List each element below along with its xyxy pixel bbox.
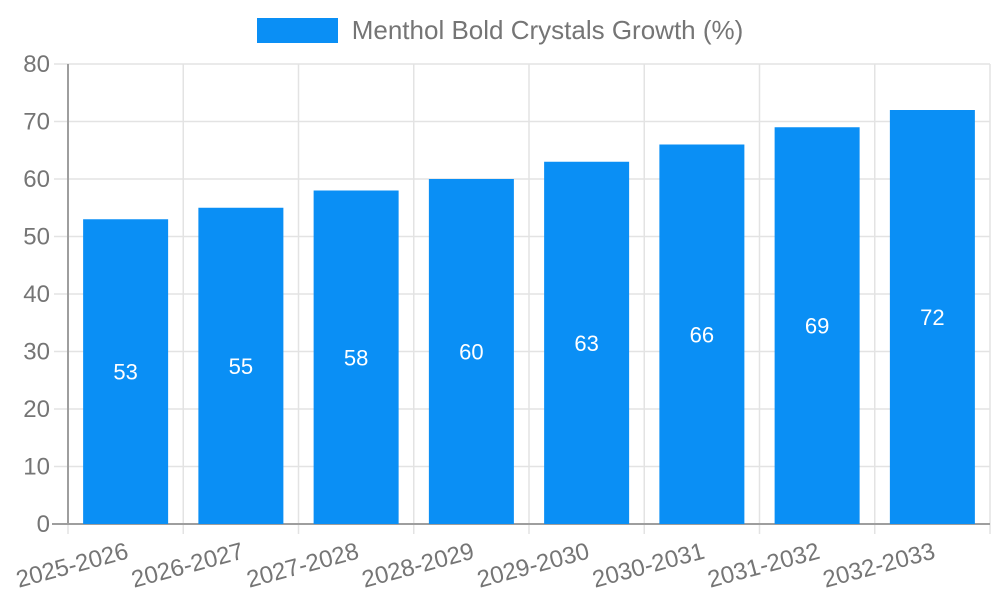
bar-value-label: 55 bbox=[229, 354, 253, 379]
bar-2025-2026[interactable] bbox=[83, 219, 169, 524]
x-tick-label: 2032-2033 bbox=[820, 538, 938, 594]
bar-2031-2032[interactable] bbox=[774, 127, 860, 524]
x-tick-label: 2028-2029 bbox=[359, 538, 477, 594]
bar-value-label: 72 bbox=[920, 305, 944, 330]
chart-legend[interactable]: Menthol Bold Crystals Growth (%) bbox=[0, 17, 1000, 43]
x-tick-label: 2027-2028 bbox=[244, 538, 362, 594]
bar-value-label: 66 bbox=[690, 322, 714, 347]
legend-swatch[interactable] bbox=[256, 17, 338, 43]
y-tick-label: 10 bbox=[23, 454, 50, 481]
bar-value-label: 53 bbox=[113, 360, 137, 385]
bar-2029-2030[interactable] bbox=[544, 161, 630, 524]
y-tick-label: 0 bbox=[37, 511, 50, 538]
y-tick-label: 30 bbox=[23, 339, 50, 366]
x-tick-label: 2029-2030 bbox=[474, 538, 592, 594]
bar-2027-2028[interactable] bbox=[313, 190, 399, 525]
bar-value-label: 58 bbox=[344, 345, 368, 370]
bar-value-label: 63 bbox=[574, 331, 598, 356]
bar-2030-2031[interactable] bbox=[659, 144, 745, 525]
y-tick-label: 60 bbox=[23, 166, 50, 193]
bar-2032-2033[interactable] bbox=[889, 110, 975, 524]
y-tick-label: 70 bbox=[23, 109, 50, 136]
x-tick-label: 2030-2031 bbox=[590, 538, 708, 594]
bar-2026-2027[interactable] bbox=[198, 207, 284, 524]
legend-label: Menthol Bold Crystals Growth (%) bbox=[351, 15, 744, 45]
x-tick-label: 2026-2027 bbox=[129, 538, 247, 594]
bar-value-label: 69 bbox=[805, 314, 829, 339]
y-tick-label: 20 bbox=[23, 396, 50, 423]
y-tick-label: 50 bbox=[23, 224, 50, 251]
bar-value-label: 60 bbox=[459, 340, 483, 365]
y-tick-label: 40 bbox=[23, 281, 50, 308]
y-tick-label: 80 bbox=[23, 51, 50, 78]
bar-2028-2029[interactable] bbox=[428, 179, 514, 524]
x-tick-label: 2025-2026 bbox=[13, 538, 131, 594]
x-tick-label: 2031-2032 bbox=[705, 538, 823, 594]
